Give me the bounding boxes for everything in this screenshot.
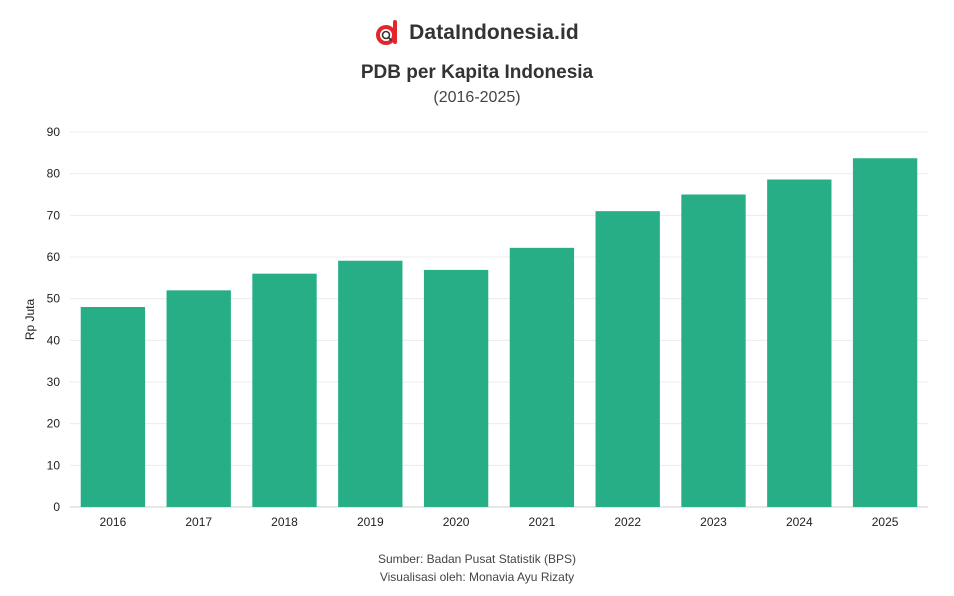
x-tick-label: 2017 [185, 515, 212, 529]
chart-subtitle: (2016-2025) [433, 89, 521, 106]
y-tick-label: 40 [47, 333, 61, 347]
y-tick-label: 20 [47, 417, 61, 431]
dataindonesia-logo-icon [376, 20, 398, 45]
bar-2020 [423, 269, 489, 507]
x-tick-label: 2020 [443, 515, 470, 529]
y-tick-label: 0 [53, 500, 60, 514]
y-tick-label: 70 [47, 208, 61, 222]
x-tick-label: 2025 [872, 515, 899, 529]
bar-2016 [80, 307, 146, 507]
brand-header: DataIndonesia.id [0, 20, 954, 46]
source-note: Sumber: Badan Pusat Statistik (BPS) [377, 552, 577, 566]
credit-note: Visualisasi oleh: Monavia Ayu Rizaty [379, 570, 575, 584]
y-tick-label: 60 [47, 250, 61, 264]
bar-2024 [767, 179, 832, 507]
x-tick-label: 2024 [786, 515, 813, 529]
brand-name: DataIndonesia.id [409, 21, 579, 44]
y-tick-label: 90 [47, 125, 61, 139]
bar-2021 [509, 247, 575, 508]
bar-2019 [338, 260, 403, 507]
x-tick-label: 2018 [271, 515, 298, 529]
chart-title: PDB per Kapita Indonesia [360, 62, 594, 83]
y-tick-label: 80 [47, 167, 61, 181]
y-tick-label: 50 [47, 292, 61, 306]
x-tick-label: 2022 [614, 515, 641, 529]
bar-2018 [252, 273, 317, 507]
x-tick-label: 2021 [529, 515, 556, 529]
bar-2017 [166, 290, 231, 507]
y-tick-label: 30 [47, 375, 61, 389]
y-axis-label: Rp Juta [23, 298, 37, 340]
chart-footer: Sumber: Badan Pusat Statistik (BPS) Visu… [0, 550, 954, 586]
y-tick-label: 10 [47, 458, 61, 472]
bar-2025 [852, 158, 918, 507]
x-tick-label: 2023 [700, 515, 727, 529]
x-tick-label: 2019 [357, 515, 384, 529]
bar-2023 [681, 194, 746, 507]
x-tick-label: 2016 [100, 515, 127, 529]
bar-2022 [595, 211, 660, 507]
